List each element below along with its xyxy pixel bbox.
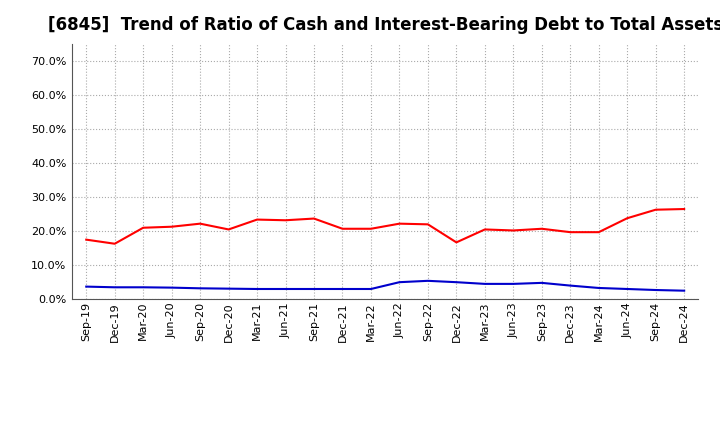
- Cash: [82, 237, 91, 242]
- Cash: [566, 230, 575, 235]
- Interest-Bearing Debt: [110, 285, 119, 290]
- Interest-Bearing Debt: [652, 287, 660, 293]
- Interest-Bearing Debt: [82, 284, 91, 289]
- Interest-Bearing Debt: [423, 278, 432, 283]
- Cash: [537, 226, 546, 231]
- Title: [6845]  Trend of Ratio of Cash and Interest-Bearing Debt to Total Assets: [6845] Trend of Ratio of Cash and Intere…: [48, 16, 720, 34]
- Interest-Bearing Debt: [595, 285, 603, 290]
- Cash: [652, 207, 660, 213]
- Interest-Bearing Debt: [680, 288, 688, 293]
- Cash: [366, 226, 375, 231]
- Cash: [395, 221, 404, 226]
- Interest-Bearing Debt: [537, 280, 546, 286]
- Interest-Bearing Debt: [395, 279, 404, 285]
- Interest-Bearing Debt: [566, 283, 575, 288]
- Cash: [680, 206, 688, 212]
- Interest-Bearing Debt: [623, 286, 631, 292]
- Interest-Bearing Debt: [338, 286, 347, 292]
- Cash: [452, 240, 461, 245]
- Cash: [167, 224, 176, 229]
- Interest-Bearing Debt: [253, 286, 261, 292]
- Cash: [253, 217, 261, 222]
- Line: Interest-Bearing Debt: Interest-Bearing Debt: [86, 281, 684, 291]
- Cash: [282, 218, 290, 223]
- Interest-Bearing Debt: [480, 281, 489, 286]
- Cash: [595, 230, 603, 235]
- Cash: [310, 216, 318, 221]
- Cash: [480, 227, 489, 232]
- Interest-Bearing Debt: [509, 281, 518, 286]
- Interest-Bearing Debt: [225, 286, 233, 291]
- Interest-Bearing Debt: [452, 279, 461, 285]
- Cash: [509, 228, 518, 233]
- Interest-Bearing Debt: [167, 285, 176, 290]
- Interest-Bearing Debt: [196, 286, 204, 291]
- Interest-Bearing Debt: [282, 286, 290, 292]
- Cash: [225, 227, 233, 232]
- Cash: [423, 222, 432, 227]
- Cash: [623, 216, 631, 221]
- Cash: [196, 221, 204, 226]
- Line: Cash: Cash: [86, 209, 684, 244]
- Cash: [338, 226, 347, 231]
- Interest-Bearing Debt: [366, 286, 375, 292]
- Interest-Bearing Debt: [139, 285, 148, 290]
- Cash: [110, 241, 119, 246]
- Legend: Cash, Interest-Bearing Debt: Cash, Interest-Bearing Debt: [231, 439, 539, 440]
- Cash: [139, 225, 148, 231]
- Interest-Bearing Debt: [310, 286, 318, 292]
